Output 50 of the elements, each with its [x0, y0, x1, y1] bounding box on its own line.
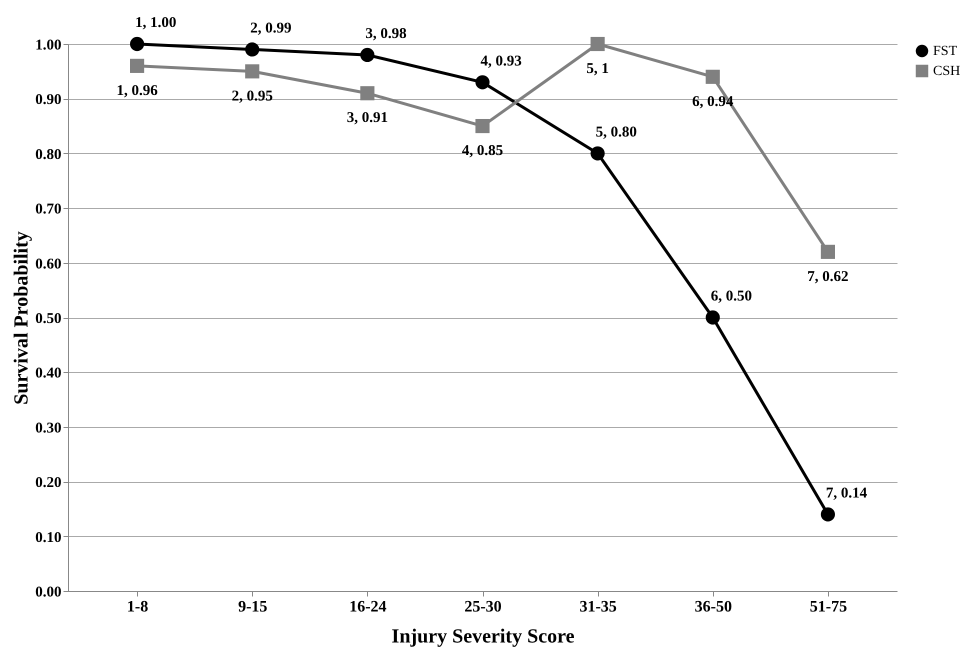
data-label: 3, 0.91 — [346, 110, 388, 126]
y-tick-label: 0.60 — [35, 256, 62, 272]
x-tick-label: 9-15 — [238, 598, 268, 616]
data-label: 3, 0.98 — [365, 26, 407, 42]
data-label: 7, 0.14 — [826, 485, 868, 502]
data-label: 7, 0.62 — [807, 268, 849, 285]
legend-label: CSH — [933, 64, 960, 79]
legend-label: FST — [933, 44, 958, 59]
x-tick-label: 51-75 — [810, 598, 848, 616]
data-label: 6, 0.94 — [692, 94, 734, 110]
data-label: 2, 0.99 — [250, 20, 292, 36]
point — [475, 118, 490, 134]
point — [475, 75, 490, 90]
data-label: 1, 0.96 — [116, 82, 158, 99]
point — [706, 70, 720, 84]
x-axis-title: Injury Severity Score — [392, 626, 575, 648]
y-tick-label: 1.00 — [35, 38, 62, 54]
point — [245, 42, 260, 57]
y-axis-title: Survival Probability — [10, 231, 32, 405]
x-tick-label: 36-50 — [694, 598, 732, 616]
x-tick-label: 31-35 — [579, 598, 617, 616]
y-tick-label: 0.70 — [35, 202, 62, 218]
y-tick-label: 0.40 — [35, 366, 62, 382]
point — [360, 48, 374, 62]
y-tick-label: 0.30 — [35, 420, 62, 436]
point — [130, 36, 144, 52]
point — [706, 310, 720, 325]
point — [590, 146, 605, 160]
data-label: 4, 0.85 — [462, 143, 504, 160]
x-tick-label: 1-8 — [126, 598, 148, 616]
data-label: 5, 0.80 — [596, 124, 637, 140]
data-label: 1, 1.00 — [135, 15, 176, 31]
point — [820, 244, 835, 259]
data-label: 5, 1 — [586, 61, 609, 77]
point — [360, 86, 374, 100]
x-tick-label: 25-30 — [464, 598, 502, 616]
y-tick-label: 0.50 — [35, 311, 62, 327]
point — [590, 36, 605, 52]
point — [130, 58, 144, 73]
data-label: 6, 0.50 — [710, 288, 752, 304]
y-tick-label: 0.80 — [35, 146, 62, 163]
data-label: 2, 0.95 — [232, 88, 273, 104]
y-tick-label: 0.10 — [35, 530, 62, 546]
x-tick-label: 16-24 — [349, 598, 387, 616]
point — [820, 507, 835, 522]
y-tick-label: 0.00 — [35, 584, 62, 600]
data-label: 4, 0.93 — [480, 53, 522, 70]
point — [245, 64, 260, 78]
y-tick-label: 0.20 — [35, 475, 62, 492]
y-tick-label: 0.90 — [35, 92, 62, 108]
